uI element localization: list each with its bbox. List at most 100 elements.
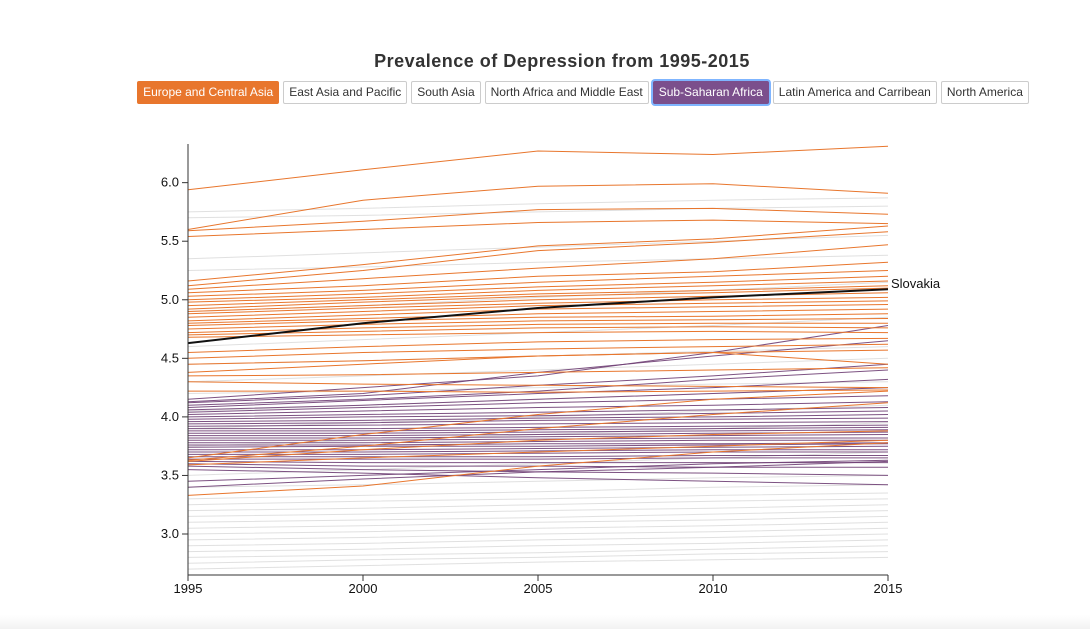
europe-country-line[interactable] bbox=[187, 390, 889, 459]
africa-country-line[interactable] bbox=[188, 426, 889, 432]
y-tick-label: 3.5 bbox=[161, 467, 179, 482]
filter-latin-america-carribean-button[interactable]: Latin America and Carribean bbox=[772, 81, 937, 104]
sub-saharan-africa-lines bbox=[187, 325, 889, 488]
y-tick-label: 4.5 bbox=[161, 350, 179, 365]
africa-country-line[interactable] bbox=[187, 387, 889, 411]
africa-country-line[interactable] bbox=[187, 463, 888, 468]
filter-europe-central-asia-button[interactable]: Europe and Central Asia bbox=[137, 81, 280, 104]
africa-country-line[interactable] bbox=[187, 421, 889, 427]
europe-country-line[interactable] bbox=[187, 442, 889, 496]
europe-country-line[interactable] bbox=[187, 313, 889, 326]
africa-country-line[interactable] bbox=[188, 455, 888, 458]
other-country-line[interactable] bbox=[187, 498, 889, 512]
y-tick-label: 5.5 bbox=[161, 233, 179, 248]
europe-country-line[interactable] bbox=[187, 300, 889, 318]
europe-country-line[interactable] bbox=[187, 145, 889, 191]
highlight-series-label: Slovakia bbox=[891, 276, 941, 291]
africa-country-line[interactable] bbox=[188, 424, 889, 430]
other-country-line[interactable] bbox=[187, 484, 889, 500]
africa-country-line[interactable] bbox=[187, 410, 889, 420]
other-country-line[interactable] bbox=[187, 539, 889, 553]
europe-country-line[interactable] bbox=[187, 326, 889, 336]
africa-country-line[interactable] bbox=[188, 451, 888, 455]
other-country-line[interactable] bbox=[187, 510, 889, 523]
other-country-line[interactable] bbox=[187, 533, 889, 547]
other-country-line[interactable] bbox=[187, 545, 889, 558]
europe-country-line[interactable] bbox=[187, 275, 889, 301]
europe-country-line[interactable] bbox=[187, 219, 889, 237]
other-country-line[interactable] bbox=[187, 492, 889, 506]
europe-country-line[interactable] bbox=[188, 389, 889, 393]
x-tick-label: 1995 bbox=[174, 581, 203, 596]
europe-country-line[interactable] bbox=[187, 261, 889, 294]
other-country-line[interactable] bbox=[187, 551, 889, 564]
europe-country-line[interactable] bbox=[187, 430, 889, 462]
x-tick-label: 2015 bbox=[874, 581, 903, 596]
europe-country-line[interactable] bbox=[187, 287, 889, 310]
filter-north-america-button[interactable]: North America bbox=[940, 81, 1029, 104]
africa-country-line[interactable] bbox=[188, 449, 888, 453]
other-country-line[interactable] bbox=[187, 357, 889, 383]
europe-country-line[interactable] bbox=[187, 367, 889, 377]
europe-country-line[interactable] bbox=[187, 304, 889, 322]
chart-title: Prevalence of Depression from 1995-2015 bbox=[374, 51, 750, 71]
africa-country-line[interactable] bbox=[187, 395, 889, 413]
filter-east-asia-pacific-button[interactable]: East Asia and Pacific bbox=[283, 81, 408, 104]
africa-country-line[interactable] bbox=[187, 459, 889, 482]
africa-country-line[interactable] bbox=[188, 457, 888, 460]
africa-country-line[interactable] bbox=[187, 460, 889, 488]
europe-country-line[interactable] bbox=[187, 207, 889, 232]
europe-country-line[interactable] bbox=[187, 225, 889, 282]
africa-country-line[interactable] bbox=[188, 429, 889, 434]
other-country-line[interactable] bbox=[187, 521, 889, 535]
europe-country-line[interactable] bbox=[187, 183, 889, 230]
region-filter-bar: Europe and Central Asia East Asia and Pa… bbox=[0, 81, 1090, 104]
africa-country-line[interactable] bbox=[188, 434, 889, 439]
filter-north-africa-middle-east-button[interactable]: North Africa and Middle East bbox=[484, 81, 649, 104]
africa-country-line[interactable] bbox=[188, 437, 888, 441]
europe-country-line[interactable] bbox=[187, 244, 889, 290]
europe-country-line[interactable] bbox=[187, 381, 889, 389]
bottom-scroll-shadow bbox=[0, 615, 1090, 629]
africa-country-line[interactable] bbox=[187, 469, 889, 486]
africa-country-line[interactable] bbox=[187, 417, 889, 425]
x-tick-label: 2000 bbox=[349, 581, 378, 596]
europe-country-line[interactable] bbox=[187, 231, 889, 287]
europe-country-line[interactable] bbox=[187, 318, 889, 330]
other-country-line[interactable] bbox=[187, 527, 889, 541]
other-country-line[interactable] bbox=[187, 556, 889, 570]
africa-country-line[interactable] bbox=[188, 445, 889, 451]
highlight-line[interactable] bbox=[187, 288, 889, 345]
filter-sub-saharan-africa-button[interactable]: Sub-Saharan Africa bbox=[652, 81, 769, 104]
other-country-line[interactable] bbox=[187, 474, 889, 488]
africa-country-line[interactable] bbox=[187, 414, 889, 423]
chart-axes: 3.0 3.5 4.0 4.5 5.0 5.5 6.0 1995 2000 2005 2010 201… bbox=[161, 144, 903, 596]
europe-country-line[interactable] bbox=[187, 337, 889, 353]
africa-country-line[interactable] bbox=[187, 378, 889, 408]
europe-country-line[interactable] bbox=[187, 285, 889, 307]
europe-country-line[interactable] bbox=[187, 270, 889, 297]
highlighted-series[interactable]: Slovakia bbox=[187, 276, 941, 345]
europe-country-line[interactable] bbox=[187, 351, 889, 373]
europe-country-line[interactable] bbox=[187, 402, 889, 461]
europe-country-line[interactable] bbox=[187, 330, 889, 338]
europe-country-line[interactable] bbox=[187, 308, 889, 324]
africa-country-line[interactable] bbox=[187, 407, 889, 418]
africa-country-line[interactable] bbox=[187, 401, 889, 415]
y-tick-label: 5.0 bbox=[161, 292, 179, 307]
x-tick-label: 2005 bbox=[524, 581, 553, 596]
africa-country-line[interactable] bbox=[188, 442, 889, 446]
europe-country-line[interactable] bbox=[187, 439, 889, 466]
other-country-line[interactable] bbox=[187, 205, 889, 219]
filter-south-asia-button[interactable]: South Asia bbox=[411, 81, 481, 104]
y-tick-label: 6.0 bbox=[161, 175, 179, 190]
other-country-line[interactable] bbox=[187, 515, 889, 529]
europe-country-line[interactable] bbox=[187, 280, 889, 303]
africa-country-line[interactable] bbox=[187, 369, 889, 406]
europe-country-line[interactable] bbox=[187, 343, 889, 359]
other-country-line[interactable] bbox=[187, 254, 889, 271]
other-country-line[interactable] bbox=[187, 234, 889, 260]
europe-country-line[interactable] bbox=[187, 296, 889, 315]
other-country-line[interactable] bbox=[187, 504, 889, 517]
y-tick-label: 3.0 bbox=[161, 526, 179, 541]
